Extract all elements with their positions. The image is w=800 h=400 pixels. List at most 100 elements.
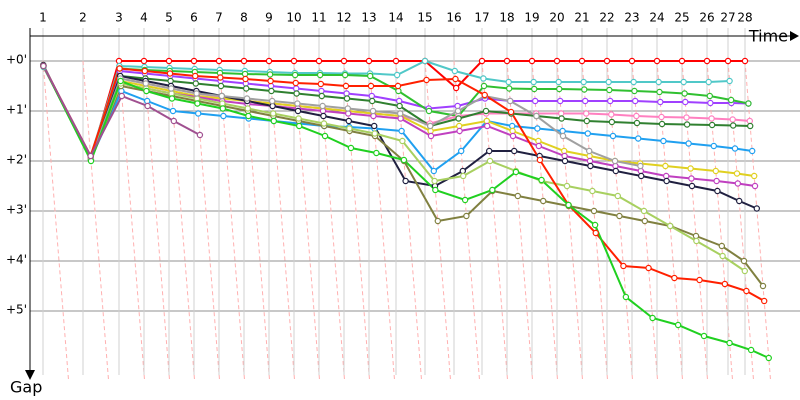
data-point	[455, 115, 462, 122]
data-point	[561, 152, 568, 160]
data-point	[219, 105, 226, 112]
data-point	[561, 147, 568, 155]
data-point	[191, 72, 199, 80]
data-point	[340, 57, 348, 65]
data-point	[667, 222, 674, 230]
data-point	[713, 177, 720, 185]
data-point	[456, 127, 463, 135]
data-point	[194, 110, 202, 117]
data-point	[371, 122, 378, 130]
data-point	[660, 137, 667, 145]
data-point	[434, 217, 441, 225]
data-point	[586, 152, 593, 160]
data-point	[217, 74, 224, 81]
data-point	[118, 92, 126, 100]
data-point	[535, 137, 542, 145]
data-point	[736, 197, 743, 205]
data-point	[620, 262, 627, 270]
data-point	[421, 57, 429, 65]
data-point	[509, 122, 516, 130]
data-point	[616, 212, 623, 220]
data-point	[622, 293, 630, 301]
data-point	[633, 119, 641, 127]
data-point	[454, 107, 462, 115]
data-point	[402, 177, 409, 185]
data-point	[343, 90, 350, 97]
data-point	[142, 80, 149, 87]
data-point	[761, 297, 768, 305]
data-point	[454, 102, 461, 110]
data-point	[578, 57, 586, 65]
data-point	[645, 264, 652, 272]
data-point	[532, 97, 539, 105]
data-point	[317, 80, 325, 88]
data-point	[511, 147, 518, 155]
x-tick-label: 12	[336, 11, 351, 25]
data-point	[87, 157, 95, 165]
y-tick-label: +2'	[6, 153, 27, 167]
data-point	[741, 267, 749, 275]
data-point	[637, 162, 644, 170]
data-point	[220, 112, 227, 120]
x-tick-label: 26	[699, 11, 714, 25]
x-tick-label: 20	[549, 11, 564, 25]
data-point	[731, 145, 739, 152]
x-tick-label: 1	[39, 11, 47, 25]
data-point	[241, 70, 249, 78]
data-point	[218, 92, 225, 100]
data-point	[553, 57, 561, 65]
data-point	[637, 167, 645, 175]
lap-line	[681, 60, 709, 382]
data-point	[688, 175, 695, 182]
data-point	[461, 196, 469, 204]
lap-line	[143, 60, 171, 382]
data-point	[633, 112, 640, 120]
y-tick-label: +0'	[6, 53, 27, 67]
lap-line	[744, 60, 772, 382]
data-point	[459, 167, 466, 175]
data-point	[614, 192, 622, 200]
data-point	[423, 76, 430, 84]
x-tick-label: 4	[140, 11, 148, 25]
data-point	[141, 67, 148, 75]
data-point	[591, 221, 599, 229]
data-point	[452, 75, 459, 83]
data-point	[505, 78, 512, 86]
data-point	[680, 78, 687, 86]
data-point	[481, 91, 488, 99]
data-point	[729, 116, 736, 123]
data-point	[536, 156, 544, 164]
data-point	[270, 110, 277, 117]
data-point	[559, 127, 566, 135]
data-point	[270, 117, 277, 125]
data-point	[710, 142, 718, 150]
data-point	[718, 242, 726, 250]
data-point	[705, 78, 712, 86]
data-point	[432, 186, 439, 194]
data-point	[196, 131, 204, 139]
series-line	[42, 65, 765, 302]
data-point	[540, 197, 547, 205]
data-point	[347, 144, 355, 152]
data-point	[116, 65, 123, 72]
data-point	[589, 187, 596, 195]
x-tick-label: 15	[417, 11, 432, 25]
data-point	[635, 135, 642, 142]
data-point	[649, 314, 656, 322]
data-point	[584, 130, 592, 137]
y-tick-label: +1'	[6, 103, 27, 117]
data-point	[456, 122, 463, 130]
data-point	[268, 87, 275, 95]
lap-line	[243, 60, 271, 382]
data-point	[217, 82, 225, 90]
data-point	[563, 182, 571, 190]
data-point	[489, 186, 496, 194]
x-tick-label: 23	[624, 11, 639, 25]
data-point	[369, 107, 377, 115]
series-line	[42, 65, 764, 287]
lap-line	[395, 60, 423, 382]
x-tick-label: 7	[215, 11, 223, 25]
data-point	[714, 187, 721, 195]
data-point	[484, 122, 491, 130]
series-line	[42, 65, 201, 159]
